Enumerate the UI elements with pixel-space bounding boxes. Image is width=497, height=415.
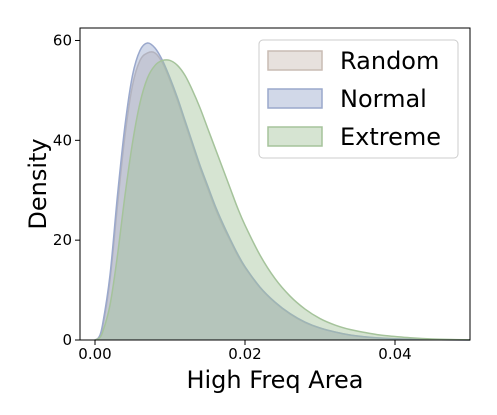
- density-line-normal: [94, 42, 471, 341]
- plot-frame: [79, 27, 471, 341]
- y-tick-label: 60: [53, 31, 72, 49]
- density-area-extreme: [95, 59, 470, 340]
- x-tick-label: 0.00: [78, 345, 111, 363]
- density-areas: [94, 42, 471, 341]
- density-area-random: [95, 51, 470, 341]
- y-axis-label: Density: [24, 138, 52, 229]
- legend-label-random: Random: [340, 47, 439, 75]
- legend: Random Normal Extreme: [258, 39, 459, 159]
- y-axis-ticks: 0 20 40 60: [53, 31, 80, 349]
- y-tick-label: 20: [53, 231, 72, 249]
- legend-swatch-extreme: [267, 126, 323, 147]
- legend-swatch-normal: [267, 88, 323, 109]
- legend-swatch-random: [267, 50, 323, 71]
- legend-label-extreme: Extreme: [340, 123, 441, 151]
- legend-label-normal: Normal: [340, 85, 427, 113]
- x-axis-ticks: 0.00 0.02 0.04: [78, 340, 412, 363]
- density-line-extreme: [94, 59, 471, 341]
- x-tick-label: 0.02: [228, 345, 261, 363]
- y-tick-label: 0: [62, 331, 72, 349]
- y-tick-label: 40: [53, 131, 72, 149]
- x-axis-label: High Freq Area: [186, 366, 363, 394]
- density-area-normal: [95, 42, 470, 340]
- x-tick-label: 0.04: [378, 345, 411, 363]
